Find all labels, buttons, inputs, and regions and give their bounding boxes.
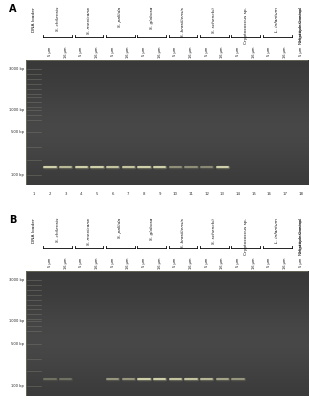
Text: 5 μm: 5 μm <box>48 46 52 56</box>
Text: 16: 16 <box>267 192 272 196</box>
Text: S. globosa: S. globosa <box>150 7 154 29</box>
Text: 5: 5 <box>96 192 98 196</box>
Text: 16 μm: 16 μm <box>252 46 256 58</box>
Text: 2: 2 <box>49 192 51 196</box>
Text: Histoplasma sp.: Histoplasma sp. <box>299 218 303 252</box>
Text: 11: 11 <box>188 192 193 196</box>
Text: 6: 6 <box>111 192 114 196</box>
Text: 1000 bp: 1000 bp <box>9 108 24 112</box>
Text: 1: 1 <box>33 192 35 196</box>
Text: S. chilensis: S. chilensis <box>56 218 60 242</box>
Text: 5 μm: 5 μm <box>48 258 52 267</box>
Text: S. brasiliensis: S. brasiliensis <box>181 7 185 37</box>
Text: 8: 8 <box>143 192 145 196</box>
Text: Negative Control: Negative Control <box>299 218 303 255</box>
Text: B: B <box>9 215 17 225</box>
Text: 16 μm: 16 μm <box>189 46 193 58</box>
Text: 16 μm: 16 μm <box>95 46 99 58</box>
Text: 16 μm: 16 μm <box>189 258 193 269</box>
Text: DNA loader: DNA loader <box>32 218 36 243</box>
Text: 16 μm: 16 μm <box>220 258 224 269</box>
Text: 16 μm: 16 μm <box>126 46 130 58</box>
Text: 5 μm: 5 μm <box>267 258 271 267</box>
Text: 18: 18 <box>298 192 303 196</box>
Text: 5 μm: 5 μm <box>299 46 303 56</box>
Text: S. mexicana: S. mexicana <box>87 7 91 34</box>
Text: 9: 9 <box>158 192 161 196</box>
Text: DNA loader: DNA loader <box>32 7 36 32</box>
Text: 5 μm: 5 μm <box>205 258 209 267</box>
Text: S. brasiliensis: S. brasiliensis <box>181 218 185 248</box>
Text: 500 bp: 500 bp <box>11 130 24 134</box>
Text: 16 μm: 16 μm <box>157 258 162 269</box>
Text: S. pallida: S. pallida <box>118 218 122 238</box>
Text: S. mexicana: S. mexicana <box>87 218 91 245</box>
Text: 5 μm: 5 μm <box>236 258 240 267</box>
Text: 1000 bp: 1000 bp <box>9 319 24 323</box>
Text: 5 μm: 5 μm <box>173 258 177 267</box>
Text: S. globosa: S. globosa <box>150 218 154 240</box>
Text: Negative Control: Negative Control <box>299 7 303 44</box>
Text: 13: 13 <box>220 192 225 196</box>
Text: 16 μm: 16 μm <box>64 46 68 58</box>
Text: 16 μm: 16 μm <box>64 258 68 269</box>
Text: 5 μm: 5 μm <box>79 46 83 56</box>
Text: 5 μm: 5 μm <box>299 258 303 267</box>
Text: 16 μm: 16 μm <box>157 46 162 58</box>
Text: 16 μm: 16 μm <box>126 258 130 269</box>
Text: 5 μm: 5 μm <box>236 46 240 56</box>
Text: 16 μm: 16 μm <box>252 258 256 269</box>
Text: 3000 bp: 3000 bp <box>9 67 24 71</box>
Text: 16 μm: 16 μm <box>283 258 287 269</box>
Text: Cryptococcus sp.: Cryptococcus sp. <box>244 7 248 44</box>
Text: Histoplasma sp.: Histoplasma sp. <box>299 7 303 41</box>
Text: 10: 10 <box>173 192 178 196</box>
Text: 100 bp: 100 bp <box>11 384 24 388</box>
Text: 5 μm: 5 μm <box>142 46 146 56</box>
Text: 15: 15 <box>251 192 256 196</box>
Text: 4: 4 <box>80 192 82 196</box>
Text: 16 μm: 16 μm <box>283 46 287 58</box>
Text: 5 μm: 5 μm <box>111 258 115 267</box>
Text: 14: 14 <box>235 192 241 196</box>
Text: 5 μm: 5 μm <box>267 46 271 56</box>
Text: Cryptococcus sp.: Cryptococcus sp. <box>244 218 248 255</box>
Text: 3000 bp: 3000 bp <box>9 278 24 282</box>
Text: L. infantum: L. infantum <box>275 7 279 32</box>
Text: 7: 7 <box>127 192 130 196</box>
Text: 5 μm: 5 μm <box>205 46 209 56</box>
Text: S. schenckii: S. schenckii <box>212 7 216 32</box>
Text: 17: 17 <box>282 192 287 196</box>
Text: 3: 3 <box>64 192 67 196</box>
Text: A: A <box>9 4 17 14</box>
Text: S. schenckii: S. schenckii <box>212 218 216 244</box>
Text: L. infantum: L. infantum <box>275 218 279 243</box>
Text: 12: 12 <box>204 192 209 196</box>
Text: 5 μm: 5 μm <box>142 258 146 267</box>
Text: S. chilensis: S. chilensis <box>56 7 60 31</box>
Text: 16 μm: 16 μm <box>220 46 224 58</box>
Text: 100 bp: 100 bp <box>11 173 24 177</box>
Text: 5 μm: 5 μm <box>173 46 177 56</box>
Text: 5 μm: 5 μm <box>79 258 83 267</box>
Text: S. pallida: S. pallida <box>118 7 122 27</box>
Text: 16 μm: 16 μm <box>95 258 99 269</box>
Text: 5 μm: 5 μm <box>111 46 115 56</box>
Text: 500 bp: 500 bp <box>11 342 24 346</box>
